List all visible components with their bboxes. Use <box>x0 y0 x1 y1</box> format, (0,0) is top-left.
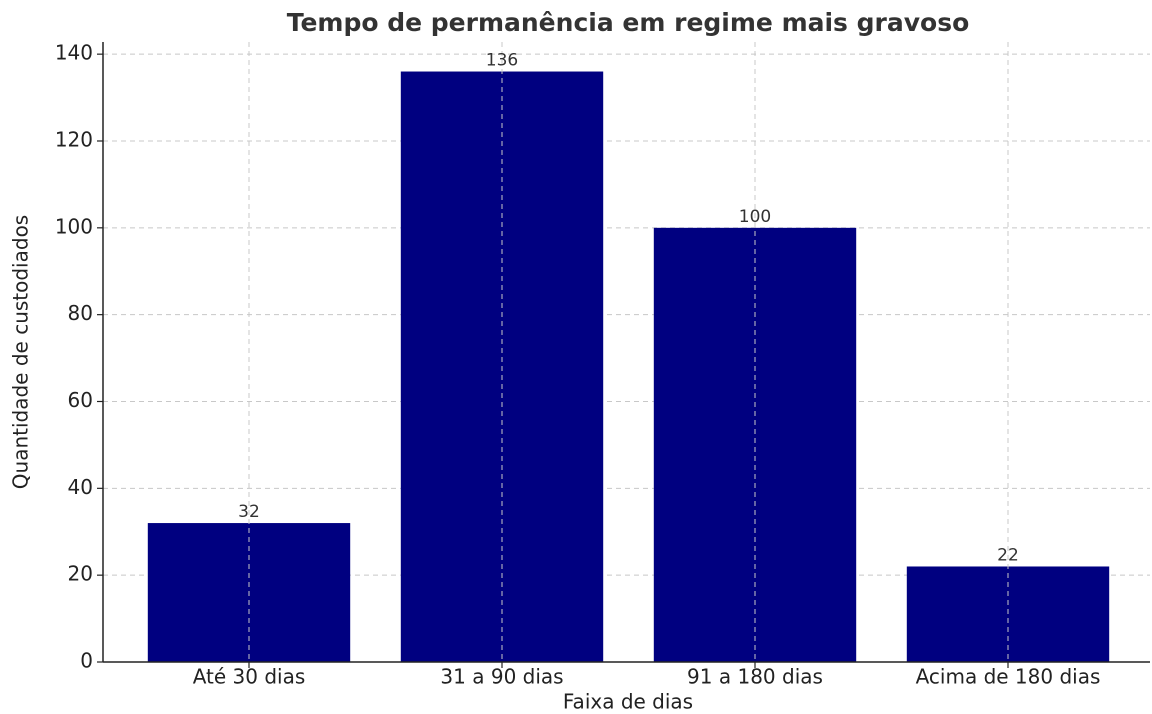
y-tick-label: 140 <box>55 41 93 65</box>
x-tick-label: Até 30 dias <box>193 665 306 689</box>
x-axis-label: Faixa de dias <box>563 690 693 714</box>
value-label: 136 <box>486 51 518 71</box>
value-label: 100 <box>739 207 771 227</box>
y-tick-label: 0 <box>80 649 93 673</box>
y-tick-label: 80 <box>68 301 93 325</box>
y-tick-label: 100 <box>55 214 93 238</box>
chart-title: Tempo de permanência em regime mais grav… <box>287 8 970 37</box>
y-tick-label: 60 <box>68 388 93 412</box>
y-tick-label: 120 <box>55 127 93 151</box>
y-axis-label: Quantidade de custodiados <box>9 215 33 489</box>
x-tick-label: Acima de 180 dias <box>916 665 1101 689</box>
y-tick-label: 40 <box>68 475 93 499</box>
y-tick-label: 20 <box>68 562 93 586</box>
x-tick-label: 91 a 180 dias <box>687 665 823 689</box>
bar <box>653 227 857 662</box>
value-label: 32 <box>238 502 260 522</box>
value-label: 22 <box>997 545 1019 565</box>
x-tick-label: 31 a 90 dias <box>440 665 563 689</box>
